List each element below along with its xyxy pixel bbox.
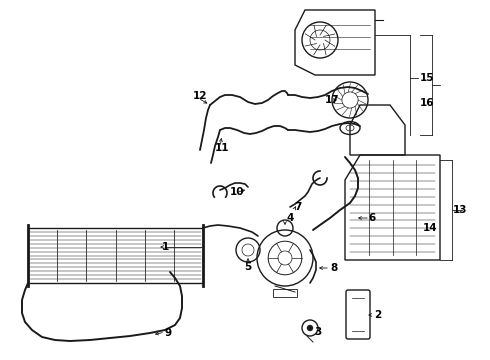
Text: 17: 17 (325, 95, 339, 105)
Text: 12: 12 (193, 91, 207, 101)
Text: 10: 10 (230, 187, 244, 197)
Text: 11: 11 (215, 143, 229, 153)
Text: 3: 3 (315, 327, 321, 337)
Text: 13: 13 (453, 205, 467, 215)
Text: 6: 6 (368, 213, 376, 223)
Text: 8: 8 (330, 263, 338, 273)
Text: 2: 2 (374, 310, 382, 320)
Bar (273, 289, 297, 297)
Text: 5: 5 (245, 262, 252, 272)
Text: 1: 1 (161, 242, 169, 252)
Text: 9: 9 (165, 328, 172, 338)
Text: 14: 14 (423, 223, 437, 233)
Text: 7: 7 (294, 202, 302, 212)
Text: 15: 15 (420, 73, 434, 83)
Text: 16: 16 (420, 98, 434, 108)
Text: 4: 4 (286, 213, 294, 223)
Circle shape (307, 325, 313, 331)
Bar (28, 228, 203, 283)
